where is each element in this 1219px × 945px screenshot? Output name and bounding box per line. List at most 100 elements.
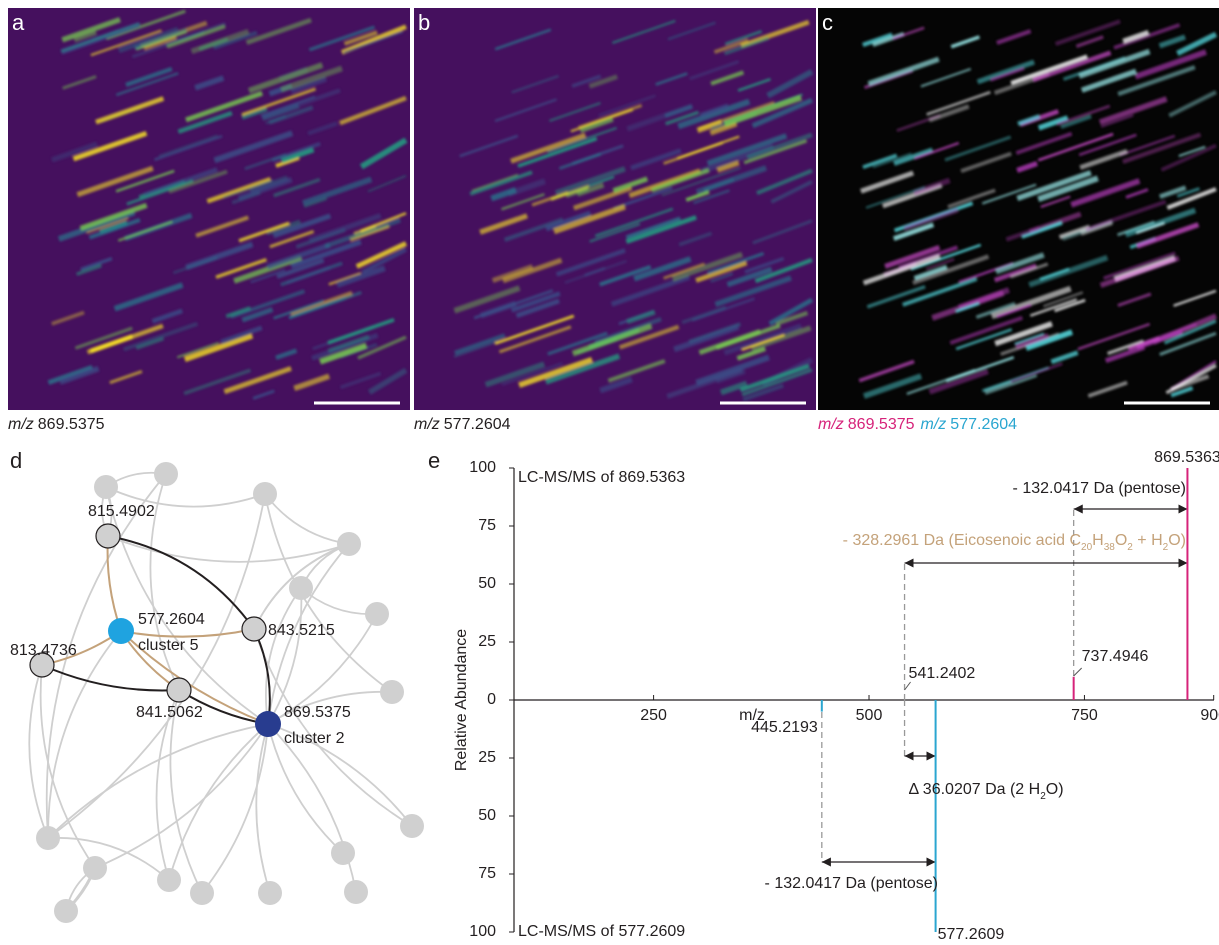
- texture-streak: [673, 324, 740, 353]
- text-part: O): [1168, 532, 1186, 549]
- texture-streak: [80, 256, 113, 272]
- texture-streak: [327, 318, 395, 345]
- texture-streak: [1028, 254, 1109, 288]
- texture-streak: [573, 185, 633, 211]
- series-name: LC-MS/MS of 869.5363: [518, 469, 685, 486]
- subscript: 20: [1081, 542, 1093, 553]
- texture-streak: [176, 341, 220, 359]
- network-edge: [47, 630, 122, 839]
- texture-streak: [928, 368, 989, 395]
- series-name: LC-MS/MS of 577.2609: [518, 923, 685, 940]
- texture-streak: [775, 310, 809, 326]
- texture-streak: [1025, 329, 1074, 351]
- network-node: [29, 652, 55, 678]
- network-edge: [267, 723, 344, 854]
- loss-label: - 132.0417 Da (pentose): [765, 875, 938, 892]
- loss-label: - 328.2961 Da (Eicosenoic acid C20H38O2 …: [843, 532, 1186, 552]
- texture-streak: [183, 333, 254, 362]
- texture-streak: [994, 321, 1053, 347]
- texture-streak: [303, 197, 328, 208]
- texture-streak: [1054, 298, 1086, 313]
- texture-streak: [892, 222, 935, 241]
- texture-streak: [752, 219, 813, 245]
- texture-streak: [126, 179, 194, 206]
- network-edge: [253, 628, 413, 827]
- texture-streak: [742, 383, 784, 402]
- texture-streak: [751, 97, 813, 129]
- texture-streak: [1031, 50, 1112, 83]
- texture-streak: [90, 29, 162, 57]
- texture-streak: [158, 134, 218, 158]
- texture-streak: [498, 325, 572, 354]
- panel-letter: d: [10, 448, 22, 473]
- texture-streak: [1136, 330, 1183, 350]
- texture-streak: [862, 373, 923, 399]
- texture-streak: [206, 177, 272, 204]
- texture-streak: [768, 297, 814, 326]
- texture-streak: [612, 176, 649, 194]
- texture-streak: [453, 285, 521, 314]
- texture-streak: [61, 17, 121, 43]
- texture-streak: [490, 187, 517, 202]
- image-caption: m/z 577.2604: [921, 416, 1018, 433]
- texture-streak: [133, 27, 188, 51]
- texture-streak: [706, 133, 788, 166]
- texture-streak: [723, 36, 770, 56]
- texture-streak: [707, 251, 765, 275]
- node-label: 869.5375: [284, 704, 351, 721]
- texture-streak: [123, 321, 199, 352]
- texture-streak: [1079, 148, 1128, 170]
- texture-streak: [547, 331, 608, 356]
- texture-streak: [531, 191, 569, 207]
- texture-streak: [892, 26, 925, 41]
- texture-streak: [1040, 195, 1071, 208]
- texture-streak: [60, 22, 141, 53]
- texture-streak: [290, 239, 362, 269]
- texture-streak: [261, 88, 341, 120]
- spectrum: e1007550250255075100250500750900m/zRelat…: [428, 448, 1219, 943]
- texture-streak: [290, 76, 328, 94]
- texture-streak: [571, 74, 602, 88]
- texture-streak: [266, 242, 331, 270]
- texture-streak: [1165, 364, 1217, 395]
- network-edge: [120, 628, 255, 638]
- texture-streak: [502, 257, 563, 284]
- subscript: 2: [1040, 791, 1046, 802]
- texture-streak: [990, 285, 1072, 319]
- texture-streak: [1010, 54, 1088, 86]
- network-node: [337, 532, 361, 556]
- caption-mz: 577.2604: [444, 416, 511, 433]
- texture-streak: [491, 264, 534, 283]
- texture-streak: [677, 98, 751, 130]
- network-edge: [28, 664, 49, 839]
- image-caption: m/z 869.5375: [8, 416, 105, 433]
- texture-streak: [328, 271, 362, 286]
- texture-streak: [667, 21, 716, 41]
- texture-streak: [247, 62, 324, 94]
- texture-streak: [115, 169, 175, 193]
- texture-streak: [661, 166, 741, 197]
- texture-streak: [713, 38, 749, 54]
- texture-streak: [1010, 262, 1049, 279]
- texture-streak: [867, 56, 940, 87]
- y-tick-label: 0: [487, 691, 496, 708]
- texture-streak: [862, 254, 941, 286]
- y-tick-label: 75: [478, 865, 496, 882]
- texture-streak: [479, 213, 528, 235]
- texture-streak: [862, 153, 898, 169]
- texture-streak: [1080, 68, 1137, 93]
- network-edge: [149, 473, 180, 691]
- texture-streak: [1016, 170, 1092, 201]
- network-edge: [267, 723, 357, 893]
- texture-streak: [453, 340, 499, 358]
- texture-streak: [260, 95, 316, 117]
- texture-streak: [588, 74, 618, 89]
- texture-streak: [1085, 199, 1167, 232]
- texture-streak: [993, 263, 1038, 283]
- texture-streak: [1113, 23, 1181, 50]
- texture-streak: [746, 132, 813, 160]
- texture-streak: [241, 87, 317, 117]
- peak-label: 541.2402: [909, 665, 976, 682]
- texture-streak: [342, 30, 404, 54]
- network-edge: [265, 587, 302, 725]
